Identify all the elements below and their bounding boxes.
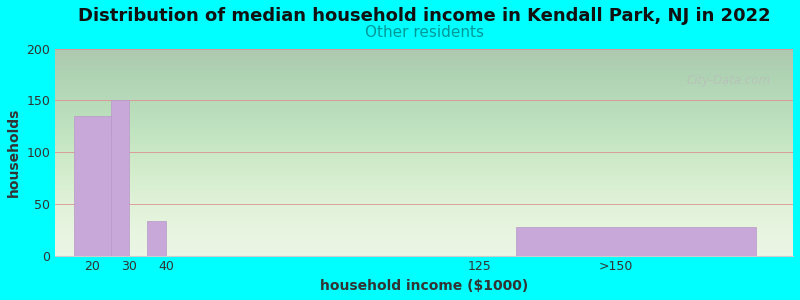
Bar (74, 116, 110, 256)
Bar (147, 221, 166, 256)
X-axis label: household income ($1000): household income ($1000) (320, 279, 528, 293)
Y-axis label: households: households (7, 107, 21, 197)
Bar (110, 100, 129, 256)
Text: City-Data.com: City-Data.com (686, 74, 771, 87)
Bar (516, 227, 756, 256)
Text: Other residents: Other residents (365, 26, 484, 40)
Title: Distribution of median household income in Kendall Park, NJ in 2022: Distribution of median household income … (78, 7, 770, 25)
